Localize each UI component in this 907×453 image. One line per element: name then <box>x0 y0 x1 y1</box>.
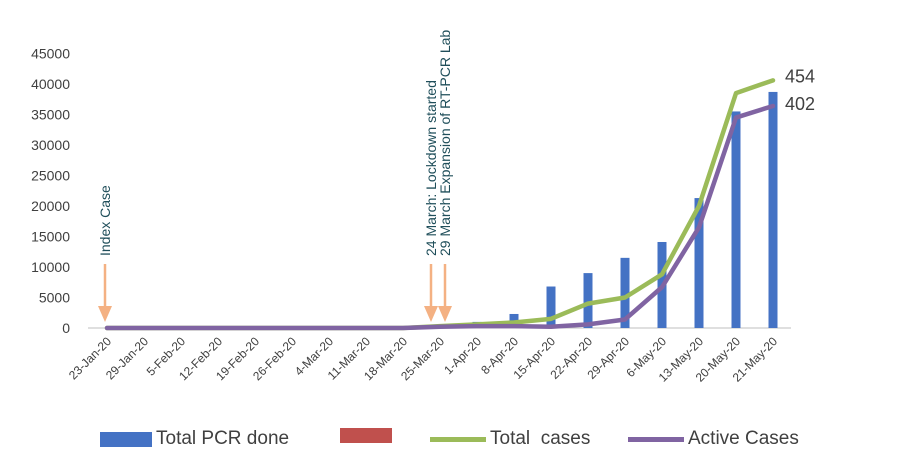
bar <box>694 198 704 328</box>
x-axis: 23-Jan-2029-Jan-205-Feb-2012-Feb-2019-Fe… <box>66 327 791 385</box>
legend-label-total-pcr: Total PCR done <box>156 428 290 449</box>
y-tick-label: 20000 <box>31 198 70 214</box>
legend-swatch-active-cases <box>628 436 684 442</box>
annotation: 29 March Expansion of RT-PCR Lab <box>437 30 453 322</box>
legend-item-unlabeled <box>340 428 396 443</box>
annotation-arrow-head <box>424 306 438 322</box>
y-tick-label: 30000 <box>31 137 70 153</box>
bar <box>768 91 778 329</box>
legend-item-active-cases: Active Cases <box>628 428 799 450</box>
annotation-arrow-head <box>98 306 112 322</box>
end-label: 454 <box>785 66 815 86</box>
y-tick-label: 40000 <box>31 76 70 92</box>
legend-swatch-total-cases <box>430 436 486 442</box>
y-tick-label: 35000 <box>31 107 70 123</box>
bar <box>731 111 741 328</box>
legend-label-active-cases: Active Cases <box>688 428 799 449</box>
legend-swatch-unlabeled <box>340 428 392 443</box>
legend-label-total-cases: Total cases <box>490 428 591 449</box>
legend: Total PCR done Total cases Active Cases <box>0 426 907 452</box>
y-axis: 0 5000 10000 15000 20000 25000 30000 35000 40000… <box>31 46 70 337</box>
bar <box>546 286 556 328</box>
chart-area: 0 5000 10000 15000 20000 25000 30000 35000 40000… <box>31 30 815 385</box>
end-label: 402 <box>785 94 815 114</box>
bar <box>620 257 630 328</box>
legend-swatch-total-pcr <box>100 431 152 447</box>
series-line <box>104 103 776 331</box>
annotation: Index Case <box>97 185 113 322</box>
x-tick-label: 1-Apr-20 <box>441 334 484 377</box>
y-tick-label: 0 <box>62 320 70 336</box>
y-tick-label: 5000 <box>39 290 70 306</box>
annotation: 24 March: Lockdown started <box>423 80 439 322</box>
y-tick-label: 45000 <box>31 46 70 62</box>
bar <box>583 273 593 328</box>
annotation-arrow-head <box>438 306 452 322</box>
line-series <box>104 78 776 331</box>
annotation-text: 29 March Expansion of RT-PCR Lab <box>437 30 453 256</box>
y-tick-label: 15000 <box>31 229 70 245</box>
y-tick-label: 25000 <box>31 168 70 184</box>
annotation-text: 24 March: Lockdown started <box>423 80 439 256</box>
annotation-text: Index Case <box>97 185 113 256</box>
y-tick-label: 10000 <box>31 259 70 275</box>
legend-item-total-cases: Total cases <box>430 428 590 450</box>
legend-item-total-pcr: Total PCR done <box>100 428 289 450</box>
